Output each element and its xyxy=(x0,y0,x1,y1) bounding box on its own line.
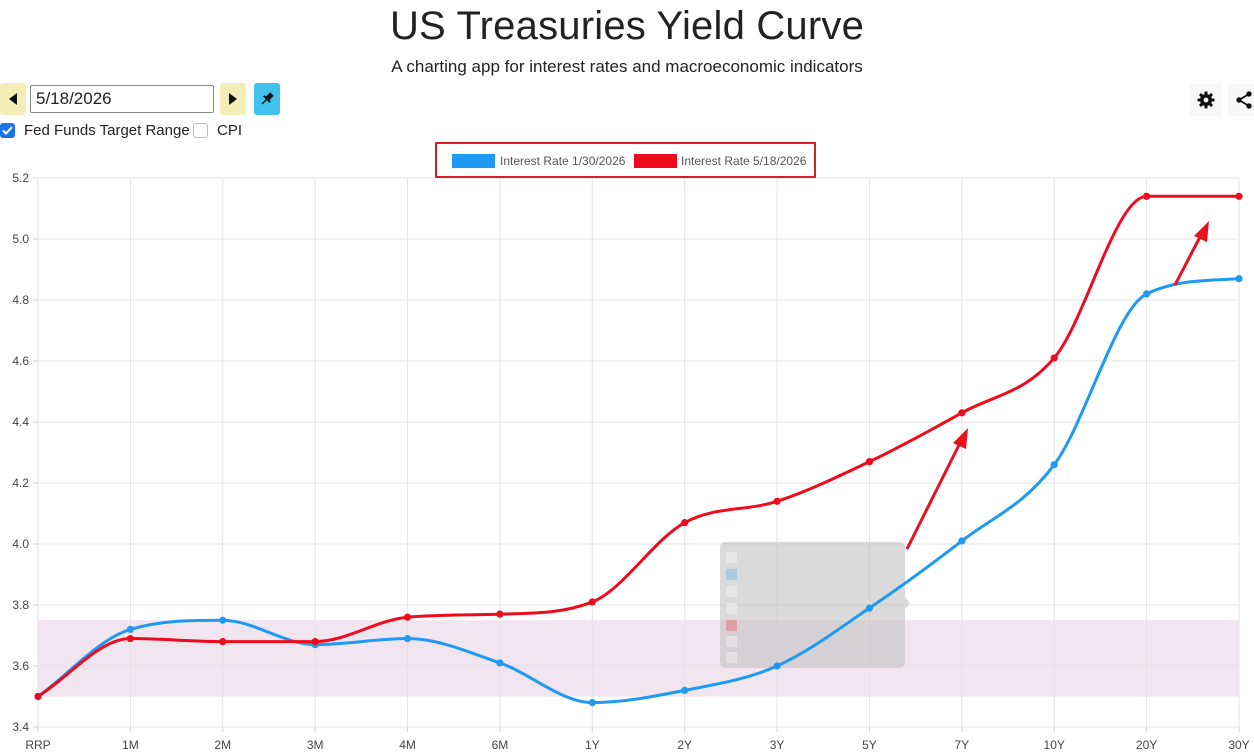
tooltip-box xyxy=(720,542,905,668)
pin-button[interactable] xyxy=(254,83,280,115)
legend-swatch-may xyxy=(634,154,677,168)
x-tick-label: 10Y xyxy=(1044,738,1065,752)
cpi-checkbox[interactable] xyxy=(193,122,208,138)
data-point-may[interactable] xyxy=(219,638,227,646)
page-title: US Treasuries Yield Curve xyxy=(389,4,865,48)
date-input[interactable] xyxy=(30,85,214,113)
y-tick-label: 4.2 xyxy=(12,476,29,490)
fed-funds-toggle[interactable]: Fed Funds Target Range xyxy=(0,120,190,140)
annotation-arrowhead-20y xyxy=(1194,221,1209,242)
share-button[interactable] xyxy=(1228,84,1254,116)
legend-swatch-jan xyxy=(452,154,495,168)
data-point-jan[interactable] xyxy=(588,699,596,707)
data-point-jan[interactable] xyxy=(219,616,227,624)
gear-icon xyxy=(1197,91,1215,109)
x-tick-label: 1Y xyxy=(585,738,600,752)
data-point-jan[interactable] xyxy=(126,625,134,634)
data-point-may[interactable] xyxy=(496,610,504,618)
data-point-may[interactable] xyxy=(311,638,319,646)
annotation-arrowhead-7y xyxy=(953,428,968,449)
tooltip-caret xyxy=(905,597,910,609)
annotation-arrows xyxy=(905,221,1209,550)
legend-label-may: Interest Rate 5/18/2026 xyxy=(681,154,807,168)
fed-funds-checkbox[interactable] xyxy=(0,122,15,138)
y-tick-label: 3.4 xyxy=(12,720,29,734)
data-point-jan[interactable] xyxy=(311,641,319,649)
fed-funds-label: Fed Funds Target Range xyxy=(24,121,190,139)
data-point-jan[interactable] xyxy=(681,686,689,695)
data-point-may[interactable] xyxy=(681,519,689,527)
data-point-jan[interactable] xyxy=(34,692,42,701)
data-point-may[interactable] xyxy=(588,598,596,606)
data-point-jan[interactable] xyxy=(958,537,966,545)
prev-date-button[interactable] xyxy=(0,83,26,115)
data-point-jan[interactable] xyxy=(1143,290,1151,298)
data-points xyxy=(34,192,1243,707)
y-tick-label: 3.8 xyxy=(12,598,29,612)
data-point-jan[interactable] xyxy=(496,659,504,667)
data-point-may[interactable] xyxy=(1143,192,1151,200)
data-point-may[interactable] xyxy=(34,692,42,701)
x-tick-label: 20Y xyxy=(1136,738,1157,752)
series-line-may xyxy=(37,194,1239,698)
data-point-jan[interactable] xyxy=(1235,275,1243,283)
triangle-right-icon xyxy=(229,93,237,105)
x-tick-label: 3M xyxy=(307,738,324,752)
cpi-label: CPI xyxy=(217,121,243,139)
y-axis-ticks: 3.4 3.6 3.8 4.0 4.2 4.4 4.6 4.8 5.0 5.2 xyxy=(12,171,29,734)
share-icon xyxy=(1236,91,1252,109)
page-subtitle: A charting app for interest rates and ma… xyxy=(391,57,863,76)
x-tick-label: 2M xyxy=(214,738,231,752)
y-tick-label: 4.8 xyxy=(12,293,29,307)
triangle-left-icon xyxy=(9,93,17,105)
data-point-may[interactable] xyxy=(773,497,781,505)
x-tick-label: 6M xyxy=(492,738,509,752)
x-axis-ticks: RRP 1M 2M 3M 4M 6M 1Y 2Y 3Y 5Y 7Y 10Y 20Y 30Y xyxy=(25,738,1249,752)
data-point-may[interactable] xyxy=(958,409,966,417)
next-date-button[interactable] xyxy=(220,83,246,115)
cpi-toggle[interactable]: CPI xyxy=(193,120,242,140)
legend-box xyxy=(435,142,816,178)
series-line-jan xyxy=(37,277,1240,705)
pushpin-icon xyxy=(261,92,274,105)
legend-label-jan: Interest Rate 1/30/2026 xyxy=(500,154,626,168)
annotation-arrow-20y xyxy=(1173,234,1203,286)
x-tick-label: 1M xyxy=(122,738,139,752)
y-tick-label: 4.0 xyxy=(12,537,29,551)
data-point-may[interactable] xyxy=(403,613,412,621)
x-tick-label: 3Y xyxy=(770,738,785,752)
checkmark-icon xyxy=(2,125,13,135)
data-point-jan[interactable] xyxy=(403,634,412,643)
x-tick-label: 7Y xyxy=(955,738,970,752)
data-point-jan[interactable] xyxy=(773,662,781,670)
y-tick-label: 3.6 xyxy=(12,659,29,673)
data-point-jan[interactable] xyxy=(865,604,874,612)
x-tick-label: 2Y xyxy=(677,738,692,752)
data-point-may[interactable] xyxy=(1235,192,1243,200)
fed-funds-band xyxy=(38,620,1239,697)
y-tick-label: 5.0 xyxy=(12,232,29,246)
x-tick-label: RRP xyxy=(25,738,50,752)
settings-button[interactable] xyxy=(1190,84,1222,116)
x-tick-label: 4M xyxy=(399,738,416,752)
x-tick-label: 5Y xyxy=(862,738,877,752)
data-point-may[interactable] xyxy=(865,458,874,466)
y-tick-label: 4.6 xyxy=(12,354,29,368)
data-point-jan[interactable] xyxy=(1050,461,1058,469)
x-tick-label: 30Y xyxy=(1228,738,1249,752)
data-point-may[interactable] xyxy=(126,634,134,643)
data-point-may[interactable] xyxy=(1050,354,1058,362)
y-tick-label: 5.2 xyxy=(12,171,29,185)
tooltip-items xyxy=(726,552,737,663)
annotation-arrow-7y xyxy=(905,442,962,550)
y-tick-label: 4.4 xyxy=(12,415,29,429)
chart-grid xyxy=(33,177,1240,732)
